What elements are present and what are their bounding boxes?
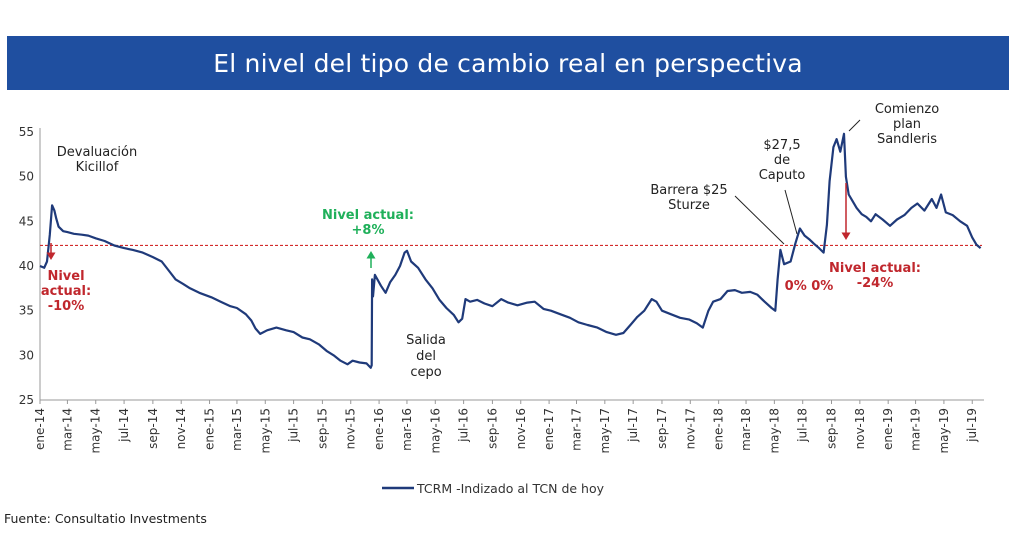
annotation-salida-del-cepo: Salida del cepo — [406, 333, 446, 380]
leader-line-sandleris — [848, 119, 861, 132]
x-tick-label: may-15 — [258, 408, 272, 454]
leader-line-caputo — [784, 189, 798, 235]
annotation-barrera-sturze: Barrera $25 Sturze — [650, 183, 727, 213]
x-tick-label: mar-19 — [909, 408, 923, 451]
x-tick-label: mar-14 — [60, 408, 74, 451]
y-tick-label: 25 — [19, 393, 34, 407]
x-tick-label: nov-18 — [853, 408, 867, 449]
x-tick-label: sep-15 — [315, 408, 329, 449]
x-tick-label: jul-15 — [287, 408, 301, 443]
annotation-nivel-actual-minus24: Nivel actual: -24% — [829, 261, 921, 291]
series-line-tcrm — [39, 132, 982, 369]
chart-axes: 25 30 35 40 45 50 55 ene-14 mar-14 may-14 jul-14 se… — [19, 125, 984, 454]
x-tick-label: nov-16 — [514, 408, 528, 449]
y-tick-label: 55 — [19, 125, 34, 139]
x-tick-label: ene-19 — [881, 408, 895, 450]
annotation-nivel-actual-minus10: Nivel actual: -10% — [41, 269, 91, 314]
annotation-comienzo-plan-sandleris: Comienzo plan Sandleris — [875, 102, 939, 147]
legend: TCRM -Indizado al TCN de hoy — [382, 481, 605, 496]
x-tick-label: mar-15 — [230, 408, 244, 451]
x-tick-label: may-19 — [937, 408, 951, 454]
x-tick-label: sep-16 — [485, 408, 499, 449]
x-tick-label: sep-17 — [655, 408, 669, 449]
x-tick-label: nov-15 — [344, 408, 358, 449]
annotation-caputo: $27,5 de Caputo — [759, 138, 806, 183]
x-tick-label: jul-17 — [626, 408, 640, 443]
chart-title-banner: El nivel del tipo de cambio real en pers… — [7, 36, 1009, 90]
x-tick-label: jul-19 — [965, 408, 979, 443]
x-tick-label: jul-14 — [117, 408, 131, 443]
x-tick-label: mar-16 — [400, 408, 414, 451]
x-tick-label: may-18 — [767, 408, 781, 454]
x-tick-label: nov-17 — [683, 408, 697, 449]
annotation-zero-percent: 0% 0% — [785, 279, 834, 294]
x-tick-label: mar-17 — [569, 408, 583, 451]
legend-label: TCRM -Indizado al TCN de hoy — [416, 481, 605, 496]
x-tick-label: jul-18 — [796, 408, 810, 443]
arrow-minus10-head — [46, 252, 56, 260]
x-tick-label: jul-16 — [457, 408, 471, 443]
x-tick-label: ene-18 — [712, 408, 726, 450]
x-tick-label: ene-16 — [372, 408, 386, 450]
y-tick-label: 30 — [19, 348, 34, 362]
x-tick-label: ene-14 — [33, 408, 47, 450]
y-tick-label: 45 — [19, 214, 34, 228]
x-tick-label: may-16 — [428, 408, 442, 454]
x-tick-label: sep-18 — [825, 408, 839, 449]
annotation-devaluacion-kicillof: Devaluación Kicillof — [57, 145, 137, 175]
arrow-plus8-head — [366, 251, 376, 259]
x-tick-label: sep-14 — [146, 408, 160, 449]
leader-line-sturze — [734, 195, 785, 245]
x-tick-label: may-17 — [598, 408, 612, 454]
x-tick-label: nov-14 — [174, 408, 188, 449]
x-tick-label: ene-15 — [203, 408, 217, 450]
annotations-group: Devaluación Kicillof Nivel actual: -10% Nivel… — [41, 102, 939, 380]
y-tick-label: 50 — [19, 170, 34, 184]
x-tick-label: may-14 — [89, 408, 103, 454]
x-tick-label: ene-17 — [542, 408, 556, 450]
chart-title: El nivel del tipo de cambio real en pers… — [213, 48, 803, 78]
arrow-minus24-head — [841, 232, 851, 240]
y-tick-label: 40 — [19, 259, 34, 273]
annotation-nivel-actual-plus8: Nivel actual: +8% — [322, 208, 414, 238]
line-chart: 25 30 35 40 45 50 55 ene-14 mar-14 may-14 jul-14 se… — [19, 102, 984, 496]
y-tick-label: 35 — [19, 304, 34, 318]
source-note: Fuente: Consultatio Investments — [4, 511, 207, 526]
series-group — [39, 132, 982, 369]
x-tick-label: mar-18 — [739, 408, 753, 451]
